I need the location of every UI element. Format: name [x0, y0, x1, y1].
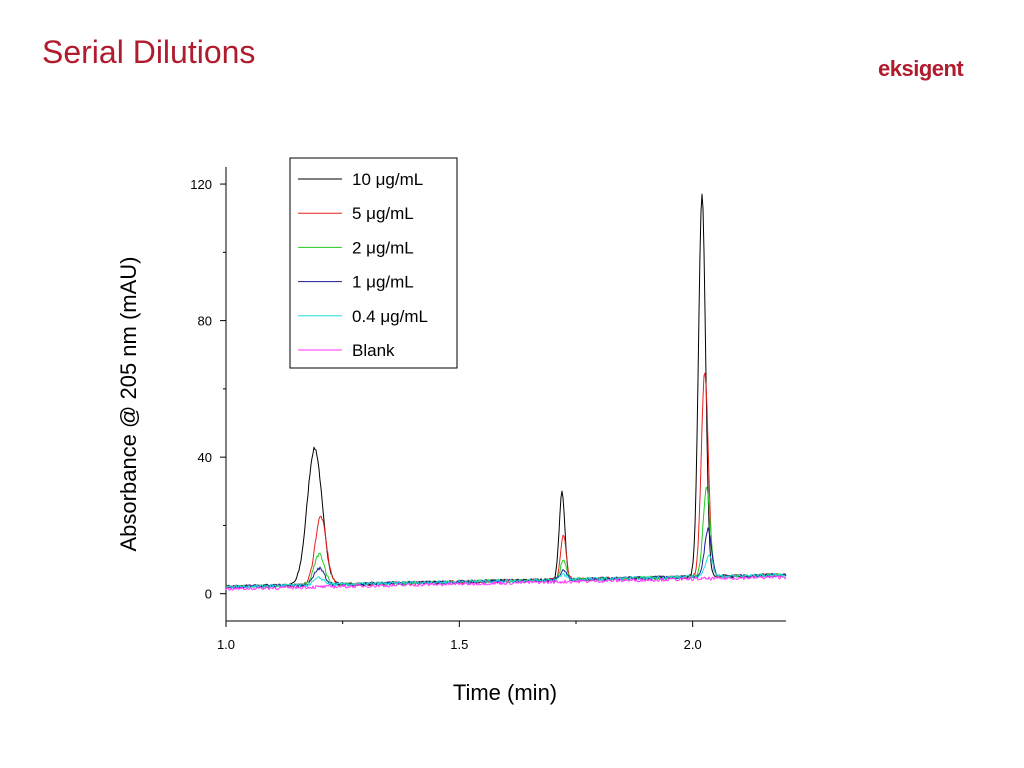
- series-lines: [225, 193, 787, 591]
- y-axis-label: Absorbance @ 205 nm (mAU): [116, 256, 141, 551]
- y-tick-label: 40: [198, 450, 212, 465]
- legend-box: [289, 157, 458, 369]
- legend-label: 1 μg/mL: [352, 273, 414, 292]
- legend-label: 10 μg/mL: [352, 170, 423, 189]
- x-tick-label: 2.0: [684, 637, 702, 652]
- x-tick-label: 1.5: [450, 637, 468, 652]
- legend-label: 5 μg/mL: [352, 204, 414, 223]
- legend: 10 μg/mL 5 μg/mL 2 μg/mL 1 μg/mL 0.4 μg/mL Bl…: [289, 157, 458, 369]
- y-tick-label: 120: [190, 177, 212, 192]
- x-tick-label: 1.0: [217, 637, 235, 652]
- legend-label: 0.4 μg/mL: [352, 307, 428, 326]
- x-axis-label: Time (min): [453, 680, 557, 705]
- series-line-1: [225, 372, 787, 589]
- y-tick-label: 0: [205, 587, 212, 602]
- eksigent-logo: eksigent: [878, 56, 964, 81]
- axes: 0 40 80 120 1.0 1.5 2.0: [190, 167, 786, 652]
- slide-title: Serial Dilutions: [42, 34, 256, 70]
- legend-label: Blank: [352, 341, 395, 360]
- series-line-4: [225, 554, 787, 589]
- y-tick-label: 80: [198, 314, 212, 329]
- series-line-5: [225, 575, 787, 591]
- legend-label: 2 μg/mL: [352, 238, 414, 257]
